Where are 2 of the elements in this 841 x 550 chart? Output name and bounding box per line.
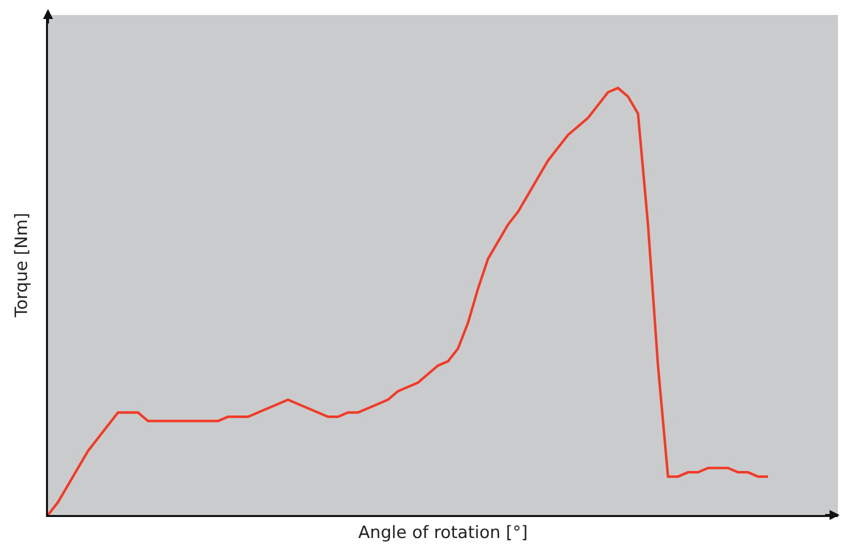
x-axis-title: Angle of rotation [°] — [358, 522, 528, 543]
y-axis-title: Torque [Nm] — [12, 212, 32, 318]
